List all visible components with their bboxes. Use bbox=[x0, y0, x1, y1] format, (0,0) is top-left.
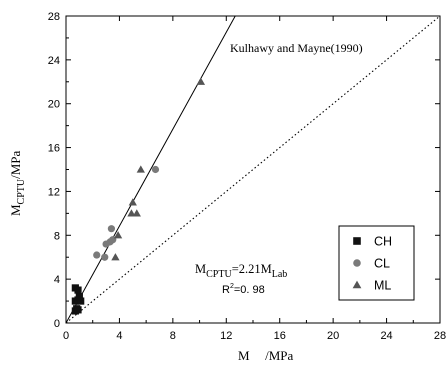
ch-point bbox=[77, 297, 85, 305]
r-squared-sup: 2 bbox=[230, 283, 234, 290]
ch-point bbox=[74, 306, 82, 314]
ml-point bbox=[132, 209, 141, 217]
cl-point bbox=[101, 253, 109, 261]
ml-point bbox=[111, 253, 120, 261]
legend-ch-label: CH bbox=[374, 235, 392, 249]
x-axis-title-sub: Lab bbox=[250, 356, 266, 367]
x-tick-label: 24 bbox=[380, 330, 392, 342]
legend-cl-marker bbox=[353, 259, 361, 267]
y-tick-label: 16 bbox=[48, 143, 60, 155]
y-tick-label: 20 bbox=[48, 99, 60, 111]
x-axis-title-main: M bbox=[238, 348, 250, 363]
y-axis-title-unit: /MPa bbox=[8, 150, 23, 178]
y-axis-title-main: M bbox=[8, 204, 23, 216]
cl-point bbox=[107, 225, 116, 233]
ticks-layer: 0 4 8 12 16 20 24 28 0 4 8 12 16 20 24 28 bbox=[48, 11, 446, 342]
x-tick-label: 28 bbox=[434, 330, 446, 342]
ch-point bbox=[75, 293, 83, 301]
r-squared-value: =0. 98 bbox=[234, 284, 265, 296]
y-tick-label: 8 bbox=[54, 230, 60, 242]
r-squared-prefix: R bbox=[222, 284, 230, 296]
legend-ch-marker bbox=[353, 237, 361, 245]
x-tick-label: 4 bbox=[116, 330, 122, 342]
legend-ml-marker bbox=[352, 280, 362, 289]
equation-lhs: M bbox=[195, 262, 206, 276]
y-tick-label: 28 bbox=[48, 11, 60, 23]
equation-mid: =2.21M bbox=[232, 262, 272, 276]
ml-point bbox=[113, 231, 123, 239]
reference-line-label: Kulhawy and Mayne(1990) bbox=[230, 41, 363, 55]
equation-rhs-sub: Lab bbox=[272, 269, 288, 280]
x-tick-label: 20 bbox=[327, 330, 339, 342]
y-tick-label: 4 bbox=[54, 274, 60, 286]
reference-line bbox=[66, 16, 440, 323]
x-axis-title: MLab/MPa bbox=[238, 348, 294, 367]
cl-point bbox=[151, 165, 160, 174]
equation-lhs-sub: CPTU bbox=[206, 269, 232, 280]
y-tick-label: 0 bbox=[54, 318, 60, 330]
cl-point bbox=[93, 251, 101, 259]
x-tick-label: 16 bbox=[274, 330, 286, 342]
legend-entries: CH CL ML bbox=[352, 235, 392, 293]
fit-line bbox=[66, 16, 236, 323]
points-layer bbox=[71, 77, 206, 315]
ml-point bbox=[136, 165, 145, 173]
x-tick-label: 0 bbox=[63, 330, 69, 342]
lines-layer bbox=[66, 16, 440, 323]
x-tick-label: 12 bbox=[220, 330, 232, 342]
y-axis-title-sub: CPTU bbox=[16, 178, 27, 204]
legend: CH CL ML bbox=[338, 225, 415, 301]
legend-box bbox=[338, 225, 415, 301]
y-axis-title: MCPTU/MPa bbox=[8, 150, 27, 216]
y-tick-label: 12 bbox=[48, 186, 60, 198]
equation-label: MCPTU=2.21MLab bbox=[195, 262, 287, 280]
ml-point bbox=[196, 77, 206, 85]
ch-point bbox=[74, 286, 82, 294]
ml-point bbox=[127, 209, 136, 217]
x-axis-title-unit: /MPa bbox=[265, 348, 293, 363]
legend-ml-label: ML bbox=[374, 279, 391, 293]
ml-point bbox=[128, 198, 137, 206]
x-tick-label: 8 bbox=[170, 330, 176, 342]
y-tick-label: 24 bbox=[48, 55, 60, 67]
r-squared-label: R2=0. 98 bbox=[222, 283, 265, 296]
legend-cl-label: CL bbox=[374, 257, 390, 271]
